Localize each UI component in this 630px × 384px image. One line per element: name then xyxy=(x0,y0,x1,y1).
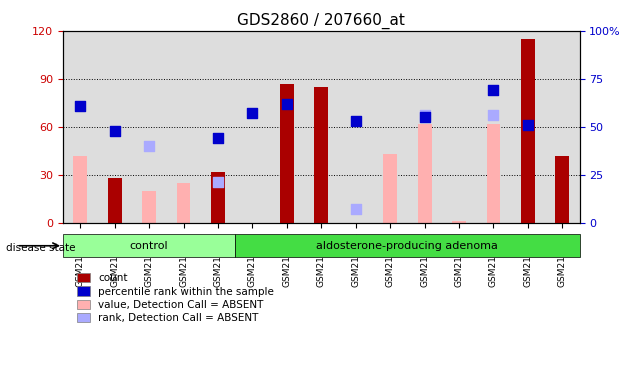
Text: aldosterone-producing adenoma: aldosterone-producing adenoma xyxy=(316,241,498,251)
Point xyxy=(420,112,430,118)
Bar xyxy=(521,39,535,223)
Bar xyxy=(63,234,235,257)
Text: disease state: disease state xyxy=(6,243,76,253)
Bar xyxy=(98,31,132,223)
Bar xyxy=(132,31,166,223)
Text: control: control xyxy=(130,241,168,251)
Bar xyxy=(63,31,98,223)
Bar xyxy=(235,234,580,257)
Point xyxy=(488,112,498,118)
Point xyxy=(213,179,223,185)
Bar xyxy=(408,31,442,223)
Bar xyxy=(556,156,570,223)
Bar xyxy=(304,31,338,223)
Point xyxy=(144,143,154,149)
Bar xyxy=(476,31,511,223)
Bar xyxy=(521,87,535,223)
Bar xyxy=(511,31,545,223)
Point xyxy=(351,118,361,124)
Bar xyxy=(235,31,270,223)
Bar xyxy=(142,191,156,223)
Point xyxy=(248,110,258,116)
Point xyxy=(110,127,120,134)
Bar xyxy=(442,31,476,223)
Title: GDS2860 / 207660_at: GDS2860 / 207660_at xyxy=(238,13,405,29)
Bar xyxy=(338,31,373,223)
Bar xyxy=(314,87,328,223)
Point xyxy=(282,101,292,107)
Bar xyxy=(201,31,235,223)
Point xyxy=(420,114,430,120)
Bar xyxy=(108,178,122,223)
Legend: count, percentile rank within the sample, value, Detection Call = ABSENT, rank, : count, percentile rank within the sample… xyxy=(73,269,278,328)
Bar xyxy=(373,31,408,223)
Bar xyxy=(270,31,304,223)
Bar xyxy=(176,183,190,223)
Bar xyxy=(211,172,225,223)
Bar xyxy=(486,124,500,223)
Bar xyxy=(418,124,432,223)
Bar xyxy=(383,154,397,223)
Bar xyxy=(166,31,201,223)
Bar xyxy=(452,221,466,223)
Point xyxy=(213,135,223,141)
Bar xyxy=(211,218,225,223)
Bar xyxy=(73,156,87,223)
Point xyxy=(523,122,533,128)
Point xyxy=(488,87,498,93)
Point xyxy=(351,206,361,212)
Bar xyxy=(280,84,294,223)
Point xyxy=(75,103,85,109)
Bar xyxy=(545,31,580,223)
